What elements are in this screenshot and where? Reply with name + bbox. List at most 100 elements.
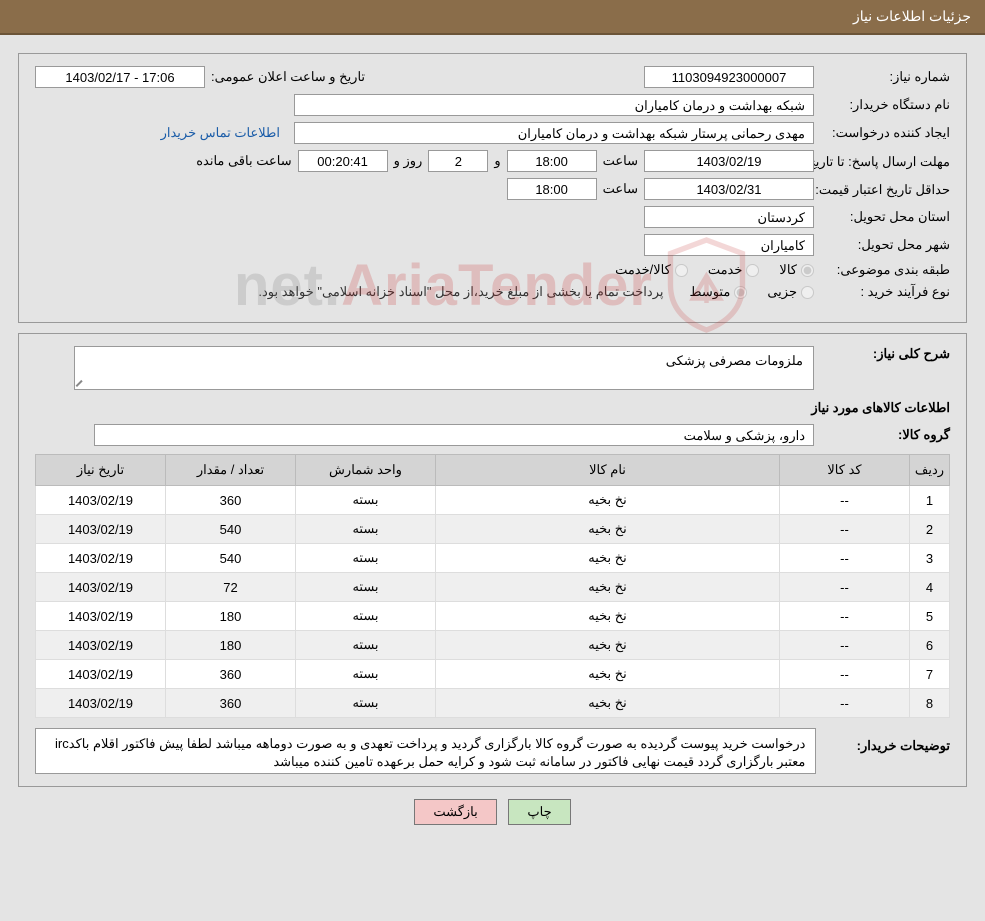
th-name: نام کالا	[436, 455, 780, 486]
row-reply-deadline: مهلت ارسال پاسخ: تا تاریخ: 1403/02/19 سا…	[35, 150, 950, 172]
cell-name: نخ بخیه	[436, 515, 780, 544]
cell-idx: 1	[910, 486, 950, 515]
label-group: گروه کالا:	[820, 427, 950, 443]
label-day: روز و	[394, 153, 423, 169]
radio-medium[interactable]: متوسط	[689, 284, 747, 300]
radio-minor[interactable]: جزیی	[767, 284, 814, 300]
label-classification: طبقه بندی موضوعی:	[820, 262, 950, 278]
th-unit: واحد شمارش	[296, 455, 436, 486]
buyer-contact-link[interactable]: اطلاعات تماس خریدار	[161, 125, 280, 141]
row-buyer-notes: توضیحات خریدار: درخواست خرید پیوست گردید…	[35, 728, 950, 774]
cell-name: نخ بخیه	[436, 602, 780, 631]
info-panel: شماره نیاز: 1103094923000007 تاریخ و ساع…	[18, 53, 967, 323]
cell-idx: 2	[910, 515, 950, 544]
radio-medium-input[interactable]	[734, 286, 747, 299]
th-code: کد کالا	[780, 455, 910, 486]
field-requester: مهدی رحمانی پرستار شبکه بهداشت و درمان ک…	[294, 122, 814, 144]
cell-unit: بسته	[296, 689, 436, 718]
radio-minor-input[interactable]	[801, 286, 814, 299]
radio-service-input[interactable]	[746, 264, 759, 277]
radio-goods-service-label: کالا/خدمت	[615, 262, 671, 278]
cell-unit: بسته	[296, 631, 436, 660]
cell-qty: 360	[166, 660, 296, 689]
cell-unit: بسته	[296, 602, 436, 631]
cell-name: نخ بخیه	[436, 631, 780, 660]
row-requester: ایجاد کننده درخواست: مهدی رحمانی پرستار …	[35, 122, 950, 144]
field-days-left: 2	[428, 150, 488, 172]
table-header-row: ردیف کد کالا نام کالا واحد شمارش تعداد /…	[36, 455, 950, 486]
cell-qty: 72	[166, 573, 296, 602]
cell-idx: 3	[910, 544, 950, 573]
cell-code: --	[780, 515, 910, 544]
cell-unit: بسته	[296, 544, 436, 573]
label-announce: تاریخ و ساعت اعلان عمومی:	[211, 69, 365, 85]
field-group: دارو، پزشکی و سلامت	[94, 424, 814, 446]
table-row: 4--نخ بخیهبسته721403/02/19	[36, 573, 950, 602]
cell-code: --	[780, 689, 910, 718]
items-table-wrap: ردیف کد کالا نام کالا واحد شمارش تعداد /…	[35, 454, 950, 718]
purchase-note: پرداخت تمام یا بخشی از مبلغ خرید،از محل …	[258, 284, 663, 300]
field-buyer-org: شبکه بهداشت و درمان کامیاران	[294, 94, 814, 116]
field-city: کامیاران	[644, 234, 814, 256]
cell-qty: 540	[166, 544, 296, 573]
items-tbody: 1--نخ بخیهبسته3601403/02/192--نخ بخیهبست…	[36, 486, 950, 718]
table-row: 5--نخ بخیهبسته1801403/02/19	[36, 602, 950, 631]
classification-radio-group: کالا خدمت کالا/خدمت	[615, 262, 814, 278]
radio-service[interactable]: خدمت	[708, 262, 760, 278]
row-classification: طبقه بندی موضوعی: کالا خدمت کالا/خدمت	[35, 262, 950, 278]
row-buyer-org: نام دستگاه خریدار: شبکه بهداشت و درمان ک…	[35, 94, 950, 116]
radio-goods-service-input[interactable]	[675, 264, 688, 277]
radio-goods[interactable]: کالا	[779, 262, 814, 278]
label-validity: حداقل تاریخ اعتبار قیمت: تا تاریخ:	[810, 182, 950, 197]
table-row: 6--نخ بخیهبسته1801403/02/19	[36, 631, 950, 660]
cell-name: نخ بخیه	[436, 689, 780, 718]
label-remaining: ساعت باقی مانده	[196, 153, 291, 169]
cell-idx: 7	[910, 660, 950, 689]
radio-goods-input[interactable]	[801, 264, 814, 277]
cell-idx: 4	[910, 573, 950, 602]
cell-code: --	[780, 573, 910, 602]
cell-name: نخ بخیه	[436, 573, 780, 602]
row-purchase-type: نوع فرآیند خرید : جزیی متوسط پرداخت تمام…	[35, 284, 950, 300]
row-province: استان محل تحویل: کردستان	[35, 206, 950, 228]
table-row: 2--نخ بخیهبسته5401403/02/19	[36, 515, 950, 544]
field-validity-hour: 18:00	[507, 178, 597, 200]
field-validity-date: 1403/02/31	[644, 178, 814, 200]
items-table: ردیف کد کالا نام کالا واحد شمارش تعداد /…	[35, 454, 950, 718]
label-general-desc: شرح کلی نیاز:	[820, 346, 950, 362]
radio-service-label: خدمت	[708, 262, 743, 278]
cell-unit: بسته	[296, 660, 436, 689]
items-info-title: اطلاعات کالاهای مورد نیاز	[35, 400, 950, 416]
th-qty: تعداد / مقدار	[166, 455, 296, 486]
label-buyer-org: نام دستگاه خریدار:	[820, 97, 950, 113]
cell-name: نخ بخیه	[436, 660, 780, 689]
label-purchase-type: نوع فرآیند خرید :	[820, 284, 950, 300]
label-requester: ایجاد کننده درخواست:	[820, 125, 950, 141]
row-group: گروه کالا: دارو، پزشکی و سلامت	[35, 424, 950, 446]
cell-date: 1403/02/19	[36, 486, 166, 515]
buyer-notes-box: درخواست خرید پیوست گردیده به صورت گروه ک…	[35, 728, 816, 774]
back-button[interactable]: بازگشت	[414, 799, 496, 825]
radio-goods-label: کالا	[779, 262, 797, 278]
cell-code: --	[780, 660, 910, 689]
general-desc-box: ملزومات مصرفی پزشکی	[74, 346, 814, 390]
cell-qty: 360	[166, 486, 296, 515]
label-province: استان محل تحویل:	[820, 209, 950, 225]
cell-code: --	[780, 486, 910, 515]
cell-qty: 540	[166, 515, 296, 544]
th-date: تاریخ نیاز	[36, 455, 166, 486]
field-province: کردستان	[644, 206, 814, 228]
table-row: 1--نخ بخیهبسته3601403/02/19	[36, 486, 950, 515]
th-idx: ردیف	[910, 455, 950, 486]
radio-goods-service[interactable]: کالا/خدمت	[615, 262, 688, 278]
cell-name: نخ بخیه	[436, 544, 780, 573]
table-row: 7--نخ بخیهبسته3601403/02/19	[36, 660, 950, 689]
cell-idx: 8	[910, 689, 950, 718]
purchase-radio-group: جزیی متوسط	[689, 284, 814, 300]
cell-unit: بسته	[296, 573, 436, 602]
row-validity: حداقل تاریخ اعتبار قیمت: تا تاریخ: 1403/…	[35, 178, 950, 200]
cell-date: 1403/02/19	[36, 689, 166, 718]
cell-unit: بسته	[296, 486, 436, 515]
cell-code: --	[780, 602, 910, 631]
print-button[interactable]: چاپ	[508, 799, 570, 825]
